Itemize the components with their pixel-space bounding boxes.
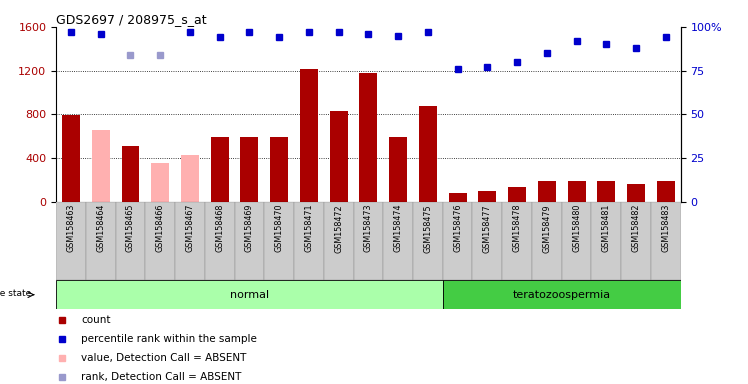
Text: GSM158478: GSM158478 (512, 204, 521, 252)
Bar (300, 70, 318, 202)
Text: GSM158482: GSM158482 (631, 204, 640, 252)
Bar (383, 202, 413, 280)
Bar (270, 137, 288, 202)
Bar (479, 191, 496, 202)
Bar (538, 181, 556, 202)
Text: GSM158467: GSM158467 (186, 204, 194, 252)
Bar (294, 202, 324, 280)
Bar (145, 202, 175, 280)
Text: GSM158472: GSM158472 (334, 204, 343, 253)
Text: GDS2697 / 208975_s_at: GDS2697 / 208975_s_at (56, 13, 206, 26)
Bar (56, 202, 86, 280)
Bar (532, 202, 562, 280)
Text: count: count (81, 315, 111, 325)
Bar (508, 187, 526, 202)
Bar (92, 129, 110, 202)
Bar (473, 202, 502, 280)
Text: GSM158483: GSM158483 (661, 204, 670, 252)
Text: GSM158464: GSM158464 (96, 204, 105, 252)
Bar (264, 202, 294, 280)
Bar (449, 194, 467, 202)
Bar (360, 73, 377, 202)
Bar (443, 280, 681, 309)
Text: value, Detection Call = ABSENT: value, Detection Call = ABSENT (81, 353, 246, 363)
Text: GSM158481: GSM158481 (602, 204, 611, 252)
Text: GSM158463: GSM158463 (67, 204, 76, 252)
Bar (86, 202, 116, 280)
Text: GSM158477: GSM158477 (483, 204, 492, 253)
Text: GSM158466: GSM158466 (156, 204, 165, 252)
Text: GSM158474: GSM158474 (393, 204, 402, 252)
Text: teratozoospermia: teratozoospermia (512, 290, 611, 300)
Bar (657, 181, 675, 202)
Bar (502, 202, 532, 280)
Bar (562, 202, 592, 280)
Text: disease state: disease state (0, 289, 31, 298)
Text: GSM158469: GSM158469 (245, 204, 254, 252)
Bar (151, 163, 169, 202)
Bar (175, 202, 205, 280)
Bar (354, 202, 383, 280)
Bar (330, 111, 348, 202)
Text: rank, Detection Call = ABSENT: rank, Detection Call = ABSENT (81, 371, 242, 382)
Bar (62, 115, 80, 202)
Text: normal: normal (230, 290, 269, 300)
Bar (598, 181, 616, 202)
Bar (241, 137, 258, 202)
Bar (324, 202, 354, 280)
Text: GSM158476: GSM158476 (453, 204, 462, 252)
Bar (56, 280, 443, 309)
Bar (121, 146, 139, 202)
Bar (211, 137, 229, 202)
Bar (413, 202, 443, 280)
Bar (116, 202, 145, 280)
Text: GSM158480: GSM158480 (572, 204, 581, 252)
Text: GSM158465: GSM158465 (126, 204, 135, 252)
Bar (568, 181, 586, 202)
Bar (592, 202, 621, 280)
Bar (389, 137, 407, 202)
Bar (419, 106, 437, 202)
Bar (235, 202, 264, 280)
Text: GSM158479: GSM158479 (542, 204, 551, 253)
Bar (205, 202, 235, 280)
Text: GSM158475: GSM158475 (423, 204, 432, 253)
Text: percentile rank within the sample: percentile rank within the sample (81, 334, 257, 344)
Text: GSM158470: GSM158470 (275, 204, 283, 252)
Bar (181, 155, 199, 202)
Text: GSM158473: GSM158473 (364, 204, 373, 252)
Bar (651, 202, 681, 280)
Bar (621, 202, 651, 280)
Text: GSM158468: GSM158468 (215, 204, 224, 252)
Bar (627, 184, 645, 202)
Bar (443, 202, 473, 280)
Text: GSM158471: GSM158471 (304, 204, 313, 252)
